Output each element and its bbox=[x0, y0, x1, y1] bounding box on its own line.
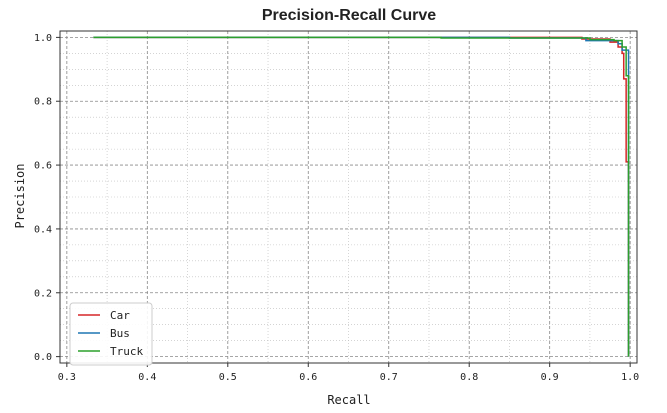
y-axis-label: Precision bbox=[13, 163, 27, 228]
legend: Car Bus Truck bbox=[69, 302, 153, 366]
y-tick-label: 0.6 bbox=[34, 161, 52, 172]
x-tick-label: 0.4 bbox=[138, 372, 156, 383]
y-tick-label: 0.8 bbox=[34, 97, 52, 108]
x-tick-label: 0.5 bbox=[219, 372, 237, 383]
legend-box bbox=[69, 302, 153, 366]
x-tick-label: 0.9 bbox=[541, 372, 559, 383]
x-axis-ticks: 0.3 0.4 0.5 0.6 0.7 0.8 0.9 1.0 bbox=[58, 363, 639, 383]
legend-label: Truck bbox=[110, 345, 143, 358]
x-axis-label: Recall bbox=[327, 393, 370, 407]
minor-grid bbox=[60, 31, 637, 363]
x-tick-label: 0.3 bbox=[58, 372, 76, 383]
y-tick-label: 0.0 bbox=[34, 352, 52, 363]
y-axis-ticks: 0.0 0.2 0.4 0.6 0.8 1.0 bbox=[34, 33, 60, 363]
y-tick-label: 0.2 bbox=[34, 288, 52, 299]
plot-frame bbox=[59, 30, 638, 364]
x-tick-label: 0.6 bbox=[299, 372, 317, 383]
legend-label: Bus bbox=[110, 327, 130, 340]
series-line-truck bbox=[93, 36, 630, 357]
chart-title: Precision-Recall Curve bbox=[262, 7, 436, 24]
y-tick-label: 1.0 bbox=[34, 33, 52, 44]
x-tick-label: 0.8 bbox=[460, 372, 478, 383]
legend-label: Car bbox=[110, 309, 130, 322]
x-tick-label: 1.0 bbox=[621, 372, 639, 383]
series-lines bbox=[93, 36, 630, 357]
x-tick-label: 0.7 bbox=[380, 372, 398, 383]
y-tick-label: 0.4 bbox=[34, 224, 52, 235]
